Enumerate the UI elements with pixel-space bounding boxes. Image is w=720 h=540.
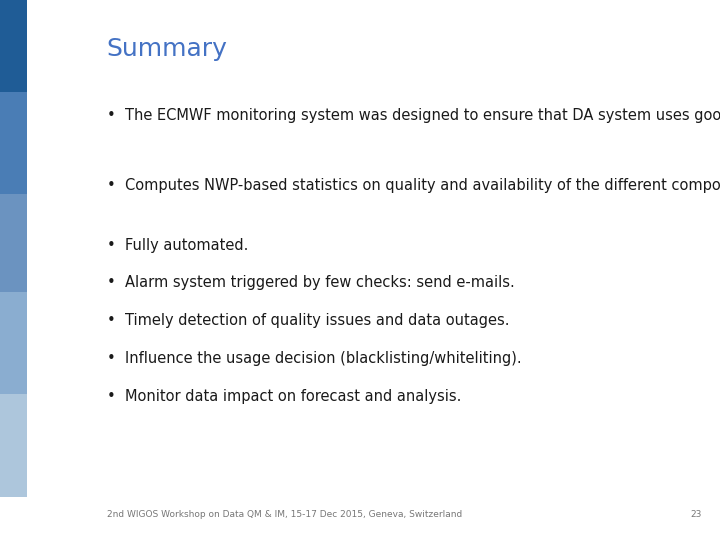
Text: •  Fully automated.: • Fully automated. [107,238,248,253]
Bar [0,0,27,92]
Text: •  The ECMWF monitoring system was designed to ensure that DA system uses good q: • The ECMWF monitoring system was design… [107,108,720,123]
Text: •  Timely detection of quality issues and data outages.: • Timely detection of quality issues and… [107,313,509,328]
Text: •  Alarm system triggered by few checks: send e-mails.: • Alarm system triggered by few checks: … [107,275,514,291]
Text: 23: 23 [690,510,702,518]
Bar [0,394,27,497]
Bar [0,92,27,194]
Bar [0,292,27,394]
Text: •  Influence the usage decision (blacklisting/whiteliting).: • Influence the usage decision (blacklis… [107,351,521,366]
Bar [0,194,27,292]
Text: •  Monitor data impact on forecast and analysis.: • Monitor data impact on forecast and an… [107,389,461,404]
Text: •  Computes NWP-based statistics on quality and availability of the different co: • Computes NWP-based statistics on quali… [107,178,720,193]
Text: 2nd WIGOS Workshop on Data QM & IM, 15-17 Dec 2015, Geneva, Switzerland: 2nd WIGOS Workshop on Data QM & IM, 15-1… [107,510,462,518]
Text: Summary: Summary [107,37,228,60]
